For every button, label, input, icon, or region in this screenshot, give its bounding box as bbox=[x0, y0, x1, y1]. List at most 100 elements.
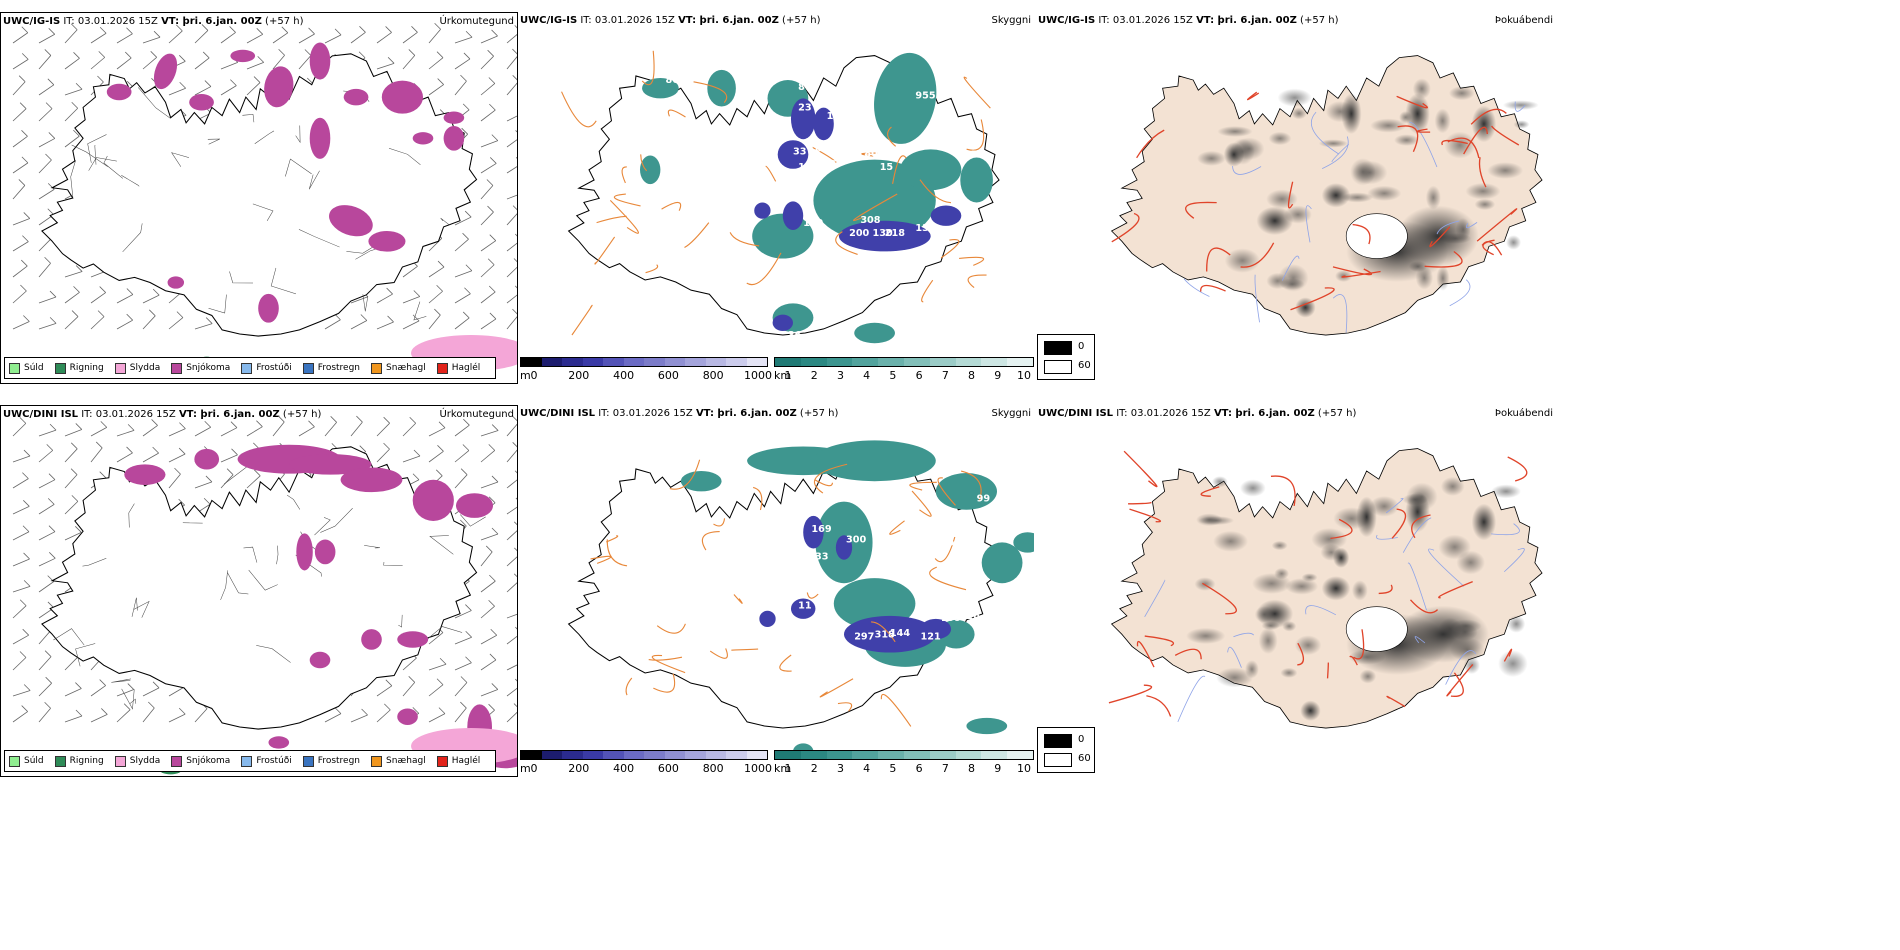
wind-barb-flag bbox=[356, 415, 363, 423]
road-line bbox=[1287, 181, 1294, 209]
cloudbase-value-label: 33 bbox=[793, 147, 806, 158]
snow-area bbox=[296, 533, 313, 571]
fog-shading bbox=[1513, 120, 1530, 129]
fog-shading bbox=[1291, 107, 1307, 120]
wind-barb bbox=[506, 242, 517, 252]
wind-barb-flag bbox=[465, 30, 473, 38]
snow-area bbox=[194, 448, 220, 470]
wind-barb-flag bbox=[71, 310, 79, 317]
fog-shading bbox=[1266, 189, 1298, 209]
wind-barb-flag bbox=[126, 446, 133, 454]
wind-barb bbox=[402, 320, 420, 330]
river-line bbox=[1232, 166, 1262, 175]
wind-barb-flag bbox=[150, 51, 157, 58]
wind-barb bbox=[38, 557, 56, 567]
legend-item: Frostúði bbox=[241, 755, 292, 767]
wind-barb bbox=[428, 28, 441, 44]
wind-barb bbox=[194, 57, 210, 70]
wind-barb bbox=[64, 29, 78, 44]
colorbar-cell bbox=[582, 358, 603, 366]
wind-barb bbox=[454, 58, 471, 70]
road-line bbox=[640, 154, 648, 172]
colorbar-strip bbox=[520, 357, 768, 367]
wind-barb-flag bbox=[123, 703, 131, 710]
road-line bbox=[1409, 599, 1439, 614]
colorbar-cell bbox=[746, 751, 767, 759]
wind-barb bbox=[324, 34, 342, 44]
fog-shading bbox=[1217, 126, 1253, 137]
fog-legend-high: 0 bbox=[1078, 341, 1085, 352]
road-line bbox=[667, 109, 686, 118]
wind-barb bbox=[38, 429, 57, 437]
valid-time: VT: þri. 6.jan. 00Z bbox=[1196, 15, 1297, 26]
wind-barb bbox=[402, 657, 417, 671]
wind-barb bbox=[194, 481, 213, 489]
colorbar-unit: m bbox=[520, 369, 531, 382]
road-line bbox=[314, 517, 331, 536]
colorbar-cell bbox=[521, 751, 542, 759]
wind-barb bbox=[12, 455, 31, 463]
legend-swatch bbox=[371, 755, 383, 767]
lead-time: (+57 h) bbox=[782, 15, 821, 26]
wind-barb-flag bbox=[361, 708, 368, 716]
low-cloudbase-area bbox=[930, 205, 962, 226]
wind-barb-flag bbox=[461, 127, 468, 135]
legend-swatch bbox=[114, 755, 126, 767]
snow-area bbox=[106, 83, 132, 101]
colorbar-tick: 7 bbox=[941, 369, 949, 382]
road-line bbox=[940, 239, 960, 259]
model-name: UWC/IG-IS bbox=[3, 16, 61, 27]
road-line bbox=[812, 146, 837, 163]
road-line bbox=[1478, 157, 1487, 188]
cloudbase-value-label: 274 bbox=[669, 458, 689, 469]
lead-time: (+57 h) bbox=[282, 409, 322, 420]
wind-barb-flag bbox=[49, 317, 57, 324]
wind-barb-flag bbox=[257, 56, 265, 63]
wind-barb-flag bbox=[21, 705, 28, 712]
wind-barb bbox=[142, 707, 155, 723]
road-line bbox=[1424, 250, 1463, 268]
wind-barb-flag bbox=[70, 442, 78, 450]
fog-shading bbox=[1444, 131, 1476, 159]
wind-barb bbox=[506, 266, 517, 278]
fog-shading bbox=[1311, 527, 1348, 551]
wind-barb-flag bbox=[488, 285, 496, 293]
fog-shading bbox=[1440, 476, 1465, 496]
colorbar-cell bbox=[705, 358, 726, 366]
wind-barb bbox=[480, 163, 497, 174]
wind-barb bbox=[480, 551, 493, 567]
glacier bbox=[1345, 606, 1408, 652]
road-line bbox=[1128, 501, 1152, 505]
model-name: UWC/DINI ISL bbox=[3, 409, 79, 420]
colorbar-cell bbox=[878, 751, 904, 759]
road-line bbox=[625, 677, 633, 696]
wind-barb-flag bbox=[203, 497, 211, 505]
road-line bbox=[1206, 247, 1231, 272]
wind-barb-flag bbox=[204, 80, 212, 87]
wind-barb-flag bbox=[152, 288, 160, 296]
fog-dense-area bbox=[1356, 496, 1377, 538]
legend-label: Frostúði bbox=[256, 363, 292, 373]
wind-barb bbox=[454, 610, 472, 619]
snow-area bbox=[455, 493, 494, 518]
wind-barb-flag bbox=[436, 678, 444, 686]
wind-barb-flag bbox=[75, 709, 83, 717]
legend-label: Frostregn bbox=[317, 363, 361, 373]
wind-barb bbox=[116, 689, 134, 697]
road-line bbox=[207, 138, 220, 145]
wind-barb bbox=[480, 580, 496, 593]
wind-barb-flag bbox=[491, 527, 499, 535]
wind-barb-flag bbox=[413, 449, 421, 457]
wind-barb-flag bbox=[460, 701, 467, 709]
colorbar-tick: 8 bbox=[968, 762, 976, 775]
cloudbase-value-label: 86 bbox=[666, 75, 680, 86]
wind-barb-flag bbox=[488, 496, 496, 504]
fog-dense-area bbox=[1341, 93, 1362, 135]
wind-barb-flag bbox=[515, 497, 517, 500]
wind-barb-flag bbox=[21, 53, 29, 60]
wind-barb bbox=[38, 479, 56, 489]
panel-variable-title: Skyggni bbox=[991, 15, 1031, 26]
wind-barb-flag bbox=[490, 628, 498, 636]
wind-barb-flag bbox=[464, 210, 472, 218]
